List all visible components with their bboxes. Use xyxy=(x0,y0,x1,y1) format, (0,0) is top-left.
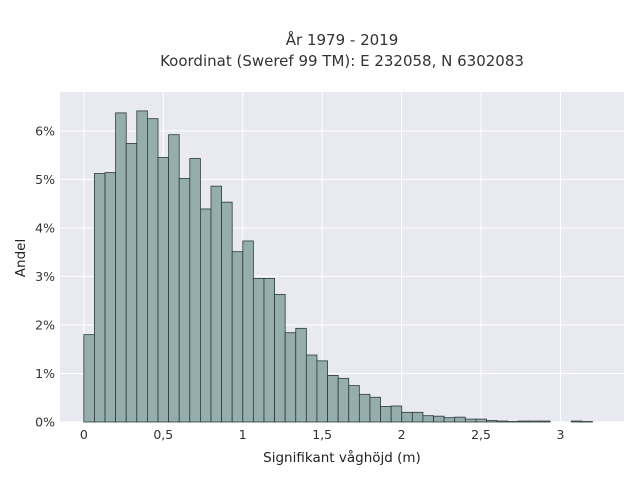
histogram-bar xyxy=(454,416,466,423)
histogram-bar xyxy=(358,393,371,423)
histogram-bar xyxy=(411,411,424,423)
histogram-bar xyxy=(136,110,148,423)
histogram-bar xyxy=(263,277,275,423)
x-tick-label: 3 xyxy=(556,427,564,442)
histogram-bar xyxy=(496,420,509,423)
y-axis-label: Andel xyxy=(13,239,29,277)
histogram-bar xyxy=(189,158,201,423)
chart-title: År 1979 - 2019 xyxy=(286,30,399,49)
histogram-bar xyxy=(242,240,254,423)
histogram-bar xyxy=(422,415,434,423)
histogram-bar xyxy=(337,377,350,423)
histogram-bar xyxy=(316,360,328,423)
x-tick-label: 0,5 xyxy=(153,427,173,442)
histogram-bar xyxy=(231,251,244,423)
histogram-bar xyxy=(274,293,286,423)
histogram-bar xyxy=(252,277,265,423)
histogram-bar xyxy=(104,172,117,423)
x-axis-label: Signifikant våghöjd (m) xyxy=(263,449,421,466)
histogram-bar xyxy=(486,420,498,423)
histogram-bar xyxy=(94,173,106,423)
histogram-bar xyxy=(433,415,445,423)
chart-subtitle: Koordinat (Sweref 99 TM): E 232058, N 63… xyxy=(160,52,524,70)
histogram-bar xyxy=(517,420,530,423)
histogram-bar xyxy=(475,418,487,423)
y-tick-label: 3% xyxy=(35,269,55,284)
x-tick-label: 2 xyxy=(398,427,406,442)
y-tick-label: 1% xyxy=(35,366,55,381)
histogram-bar xyxy=(464,418,477,423)
x-tick-label: 2,5 xyxy=(471,427,491,442)
x-tick-label: 0 xyxy=(80,427,88,442)
histogram-bar xyxy=(115,112,127,423)
x-tick-label: 1 xyxy=(239,427,247,442)
histogram-bar xyxy=(83,334,95,423)
y-tick-label: 4% xyxy=(35,220,55,235)
histogram-bar xyxy=(570,420,583,423)
histogram-bar xyxy=(369,396,381,423)
histogram-bar xyxy=(178,177,191,423)
tick-labels: 0 0,5 1 1,5 2 2,5 3 0% 1% 2% 3% 4% 5% 6% xyxy=(35,123,564,442)
y-tick-label: 0% xyxy=(35,415,55,430)
histogram-bar xyxy=(390,405,403,423)
histogram-bar xyxy=(125,143,138,423)
histogram-bar xyxy=(210,185,222,423)
bars xyxy=(83,110,593,423)
histogram-bar xyxy=(443,417,456,423)
histogram-bar xyxy=(539,420,551,423)
histogram-bar xyxy=(284,332,297,423)
histogram-bar xyxy=(199,208,212,423)
histogram-bar xyxy=(147,118,159,423)
histogram-bar xyxy=(401,411,413,423)
histogram-bar xyxy=(348,385,360,423)
histogram-bar xyxy=(221,201,233,423)
histogram-bar xyxy=(528,420,540,423)
y-tick-label: 2% xyxy=(35,317,55,332)
histogram-bar xyxy=(305,354,318,423)
histogram-bar xyxy=(581,421,593,423)
histogram-bar xyxy=(157,157,170,423)
x-tick-label: 1,5 xyxy=(312,427,332,442)
y-tick-label: 5% xyxy=(35,172,55,187)
histogram-bar xyxy=(168,134,180,423)
histogram-bar xyxy=(295,327,307,423)
y-tick-label: 6% xyxy=(35,123,55,138)
histogram-bar xyxy=(380,406,392,423)
histogram-bar xyxy=(507,421,519,423)
histogram-bar xyxy=(327,375,339,423)
